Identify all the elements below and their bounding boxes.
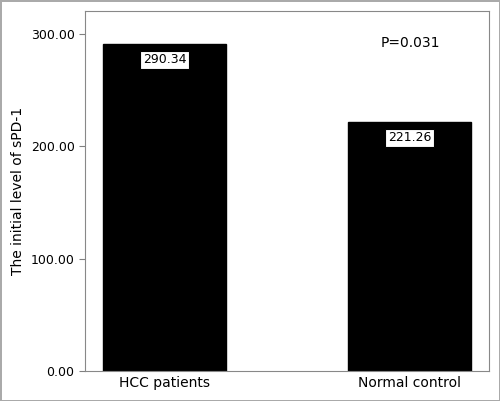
Text: 221.26: 221.26 (388, 131, 431, 144)
Bar (104, 45, 226, 371)
Text: 290.34: 290.34 (143, 53, 186, 67)
Text: P=0.031: P=0.031 (381, 36, 440, 50)
Y-axis label: The initial level of sPD-1: The initial level of sPD-1 (11, 107, 25, 275)
Bar (348, 122, 470, 371)
